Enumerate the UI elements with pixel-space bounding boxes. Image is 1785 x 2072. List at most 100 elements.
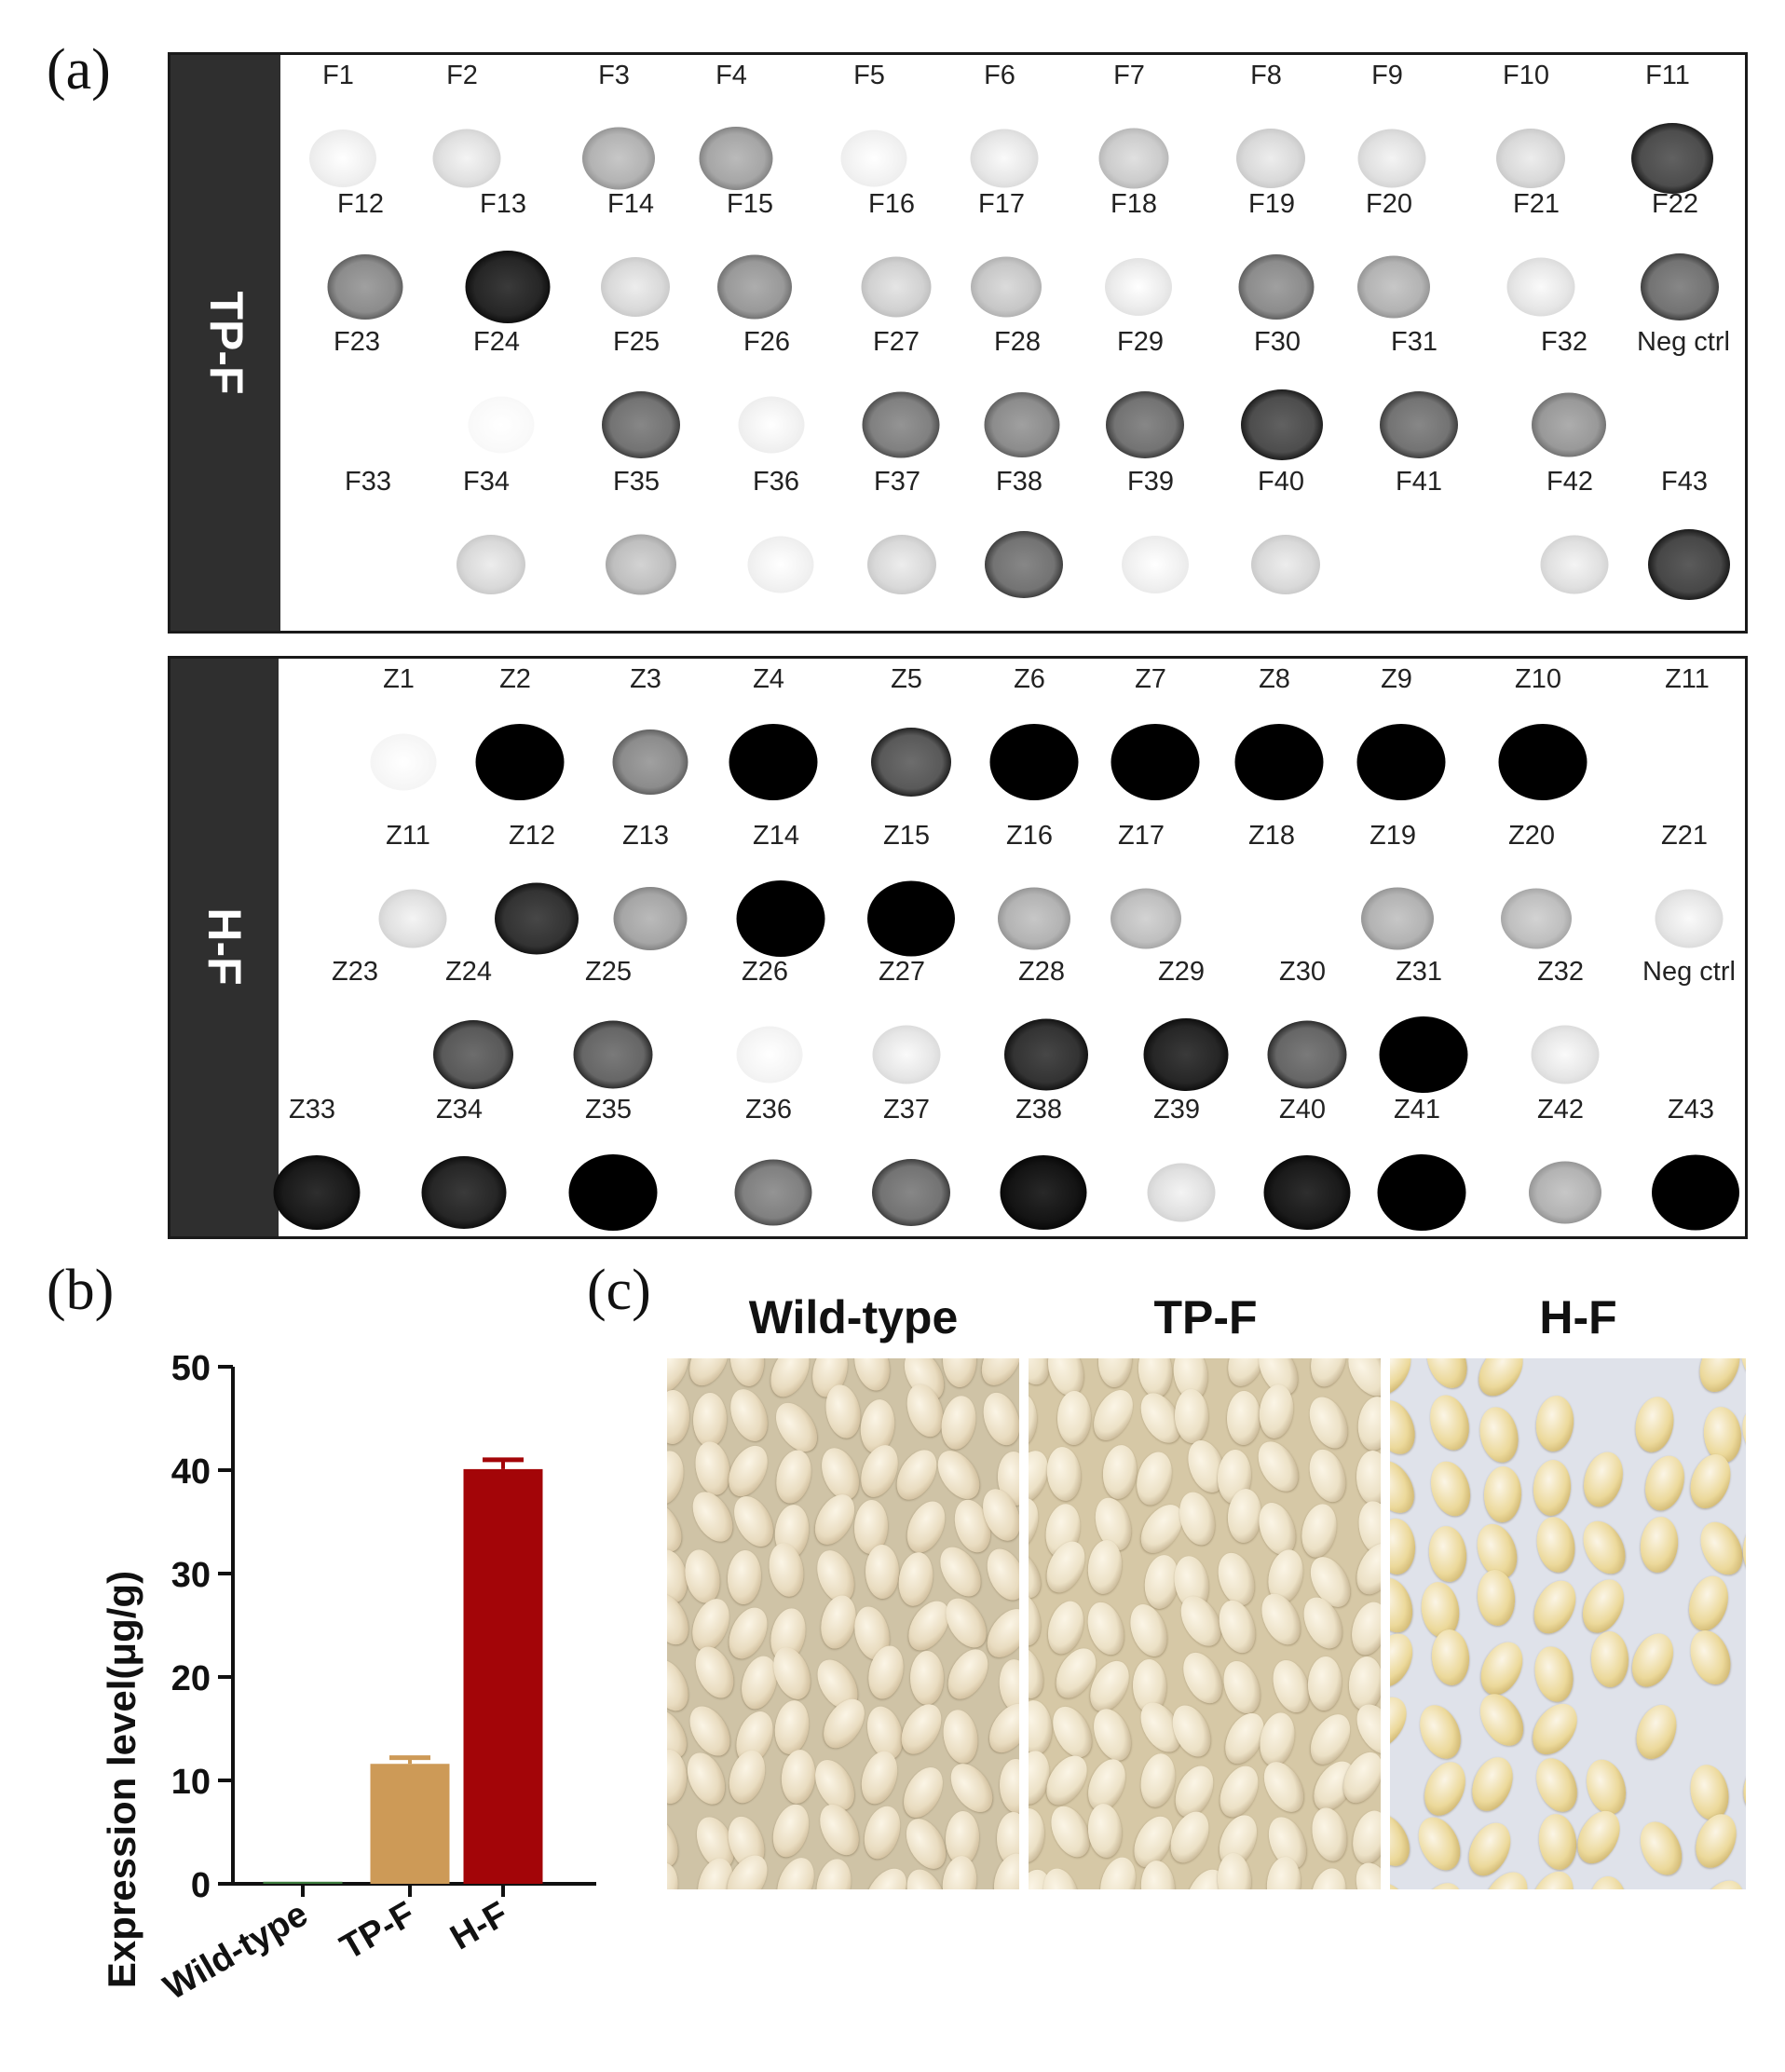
h-label-z1: Z1 xyxy=(383,664,415,694)
rice-grain xyxy=(1348,1697,1381,1762)
rice-grain xyxy=(1632,1814,1690,1882)
rice-grain xyxy=(1174,1488,1221,1549)
rice-grain xyxy=(895,1760,951,1824)
tp-label-f6: F6 xyxy=(984,61,1015,90)
tp-label-f2: F2 xyxy=(446,61,478,90)
h-dot-z43 xyxy=(1652,1154,1739,1231)
tp-dot-f39 xyxy=(1122,536,1189,593)
rice-grain xyxy=(1390,1518,1417,1576)
h-label-z43: Z43 xyxy=(1668,1095,1714,1125)
rice-grain xyxy=(684,1485,741,1549)
rice-grain xyxy=(1044,1444,1083,1503)
tp-f-side-tab: TP-F xyxy=(170,55,280,631)
h-dot-z26 xyxy=(736,1026,803,1084)
panel-label-c: (c) xyxy=(587,1259,651,1322)
h-label-z26: Z26 xyxy=(742,957,788,987)
rice-grain xyxy=(1226,1390,1261,1445)
tp-label-f15: F15 xyxy=(727,189,773,219)
rice-grain xyxy=(892,1697,950,1762)
h-label-z9: Z9 xyxy=(1381,664,1412,694)
rice-grain xyxy=(942,1358,977,1387)
h-dot-z4 xyxy=(729,724,818,800)
h-dot-z24 xyxy=(433,1020,513,1089)
rice-grain xyxy=(1356,1450,1381,1506)
tp-label-f8: F8 xyxy=(1250,61,1282,90)
tp-label-f41: F41 xyxy=(1396,467,1442,497)
tp-label-neg-ctrl: Neg ctrl xyxy=(1637,327,1730,357)
tp-dot-f19 xyxy=(1238,254,1315,320)
x-tick-label-tp-f: TP-F xyxy=(334,1894,421,1968)
rice-grain xyxy=(1345,1598,1381,1659)
h-label-z17: Z17 xyxy=(1118,821,1165,851)
tp-dot-f29 xyxy=(1106,391,1184,458)
tp-dot-f34 xyxy=(456,535,525,594)
rice-grain xyxy=(858,1801,906,1863)
rice-grain xyxy=(727,1358,767,1388)
tp-label-f5: F5 xyxy=(853,61,885,90)
rice-grain xyxy=(1302,1707,1358,1771)
photo-title-tp-f: TP-F xyxy=(1153,1291,1258,1343)
h-dot-z25 xyxy=(573,1020,653,1089)
rice-grain xyxy=(1569,1804,1628,1871)
rice-grain xyxy=(1303,1445,1353,1507)
rice-grain xyxy=(1425,1523,1469,1584)
h-dot-z35 xyxy=(568,1154,658,1231)
panel-label-a: (a) xyxy=(47,38,111,102)
rice-grain xyxy=(1306,1865,1351,1889)
h-dot-z10 xyxy=(1498,724,1587,800)
tp-dot-f21 xyxy=(1506,257,1575,317)
rice-grain xyxy=(1390,1573,1419,1638)
tp-label-f10: F10 xyxy=(1503,61,1549,90)
rice-grain xyxy=(667,1860,683,1889)
h-dot-z1 xyxy=(370,733,437,791)
x-tick-label-wild-type: Wild-type xyxy=(157,1894,315,2008)
rice-grain xyxy=(1630,1393,1678,1455)
tp-label-f40: F40 xyxy=(1258,467,1304,497)
h-label-z36: Z36 xyxy=(745,1095,792,1125)
rice-grain xyxy=(1532,1514,1579,1576)
tp-f-tab-label: TP-F xyxy=(200,291,252,395)
h-f-side-tab: H-F xyxy=(170,659,279,1236)
rice-grain xyxy=(806,1488,863,1552)
tp-label-f34: F34 xyxy=(463,467,510,497)
rice-grain xyxy=(1590,1630,1630,1688)
rice-grain xyxy=(1528,1752,1585,1819)
bar-tp-f xyxy=(370,1764,450,1884)
tp-dot-f18 xyxy=(1105,258,1172,316)
h-dot-z11 xyxy=(378,889,447,948)
rice-grain xyxy=(1085,1802,1124,1860)
rice-grain xyxy=(1390,1358,1420,1403)
h-label-z21: Z21 xyxy=(1661,821,1708,851)
rice-grain xyxy=(1029,1542,1049,1606)
rice-grain xyxy=(1410,1875,1471,1889)
tp-label-f4: F4 xyxy=(715,61,747,90)
tp-label-f3: F3 xyxy=(598,61,630,90)
tp-label-f32: F32 xyxy=(1541,327,1587,357)
tp-label-f31: F31 xyxy=(1391,327,1438,357)
h-f-dot-blot: H-F Z1 Z2 Z3 Z4 Z5 Z6 Z7 Z8 Z9 Z10 Z11 Z11 Z12 Z13 Z14… xyxy=(168,656,1748,1239)
tp-dot-f9 xyxy=(1357,129,1426,188)
h-label-z4: Z4 xyxy=(753,664,784,694)
rice-grain xyxy=(1029,1392,1038,1448)
rice-grain xyxy=(726,1490,782,1554)
rice-grain xyxy=(667,1390,690,1445)
rice-grain xyxy=(1419,1358,1475,1395)
tp-dot-f25 xyxy=(602,391,680,458)
rice-grain xyxy=(770,1852,821,1889)
rice-grain xyxy=(1254,1588,1309,1652)
tp-label-f14: F14 xyxy=(607,189,654,219)
tp-label-f37: F37 xyxy=(874,467,920,497)
rice-grain xyxy=(1390,1453,1424,1521)
h-label-z35: Z35 xyxy=(585,1095,632,1125)
h-label-z32: Z32 xyxy=(1537,957,1584,987)
h-label-z15: Z15 xyxy=(883,821,930,851)
rice-grain xyxy=(1589,1875,1628,1889)
h-dot-z29 xyxy=(1143,1018,1229,1091)
rice-grain xyxy=(723,1384,775,1447)
rice-grain xyxy=(770,1698,812,1757)
tp-dot-f43 xyxy=(1648,529,1730,600)
rice-grain xyxy=(667,1653,697,1717)
rice-grain xyxy=(811,1798,866,1862)
rice-grain xyxy=(976,1388,1019,1451)
rice-grain xyxy=(1123,1599,1174,1662)
